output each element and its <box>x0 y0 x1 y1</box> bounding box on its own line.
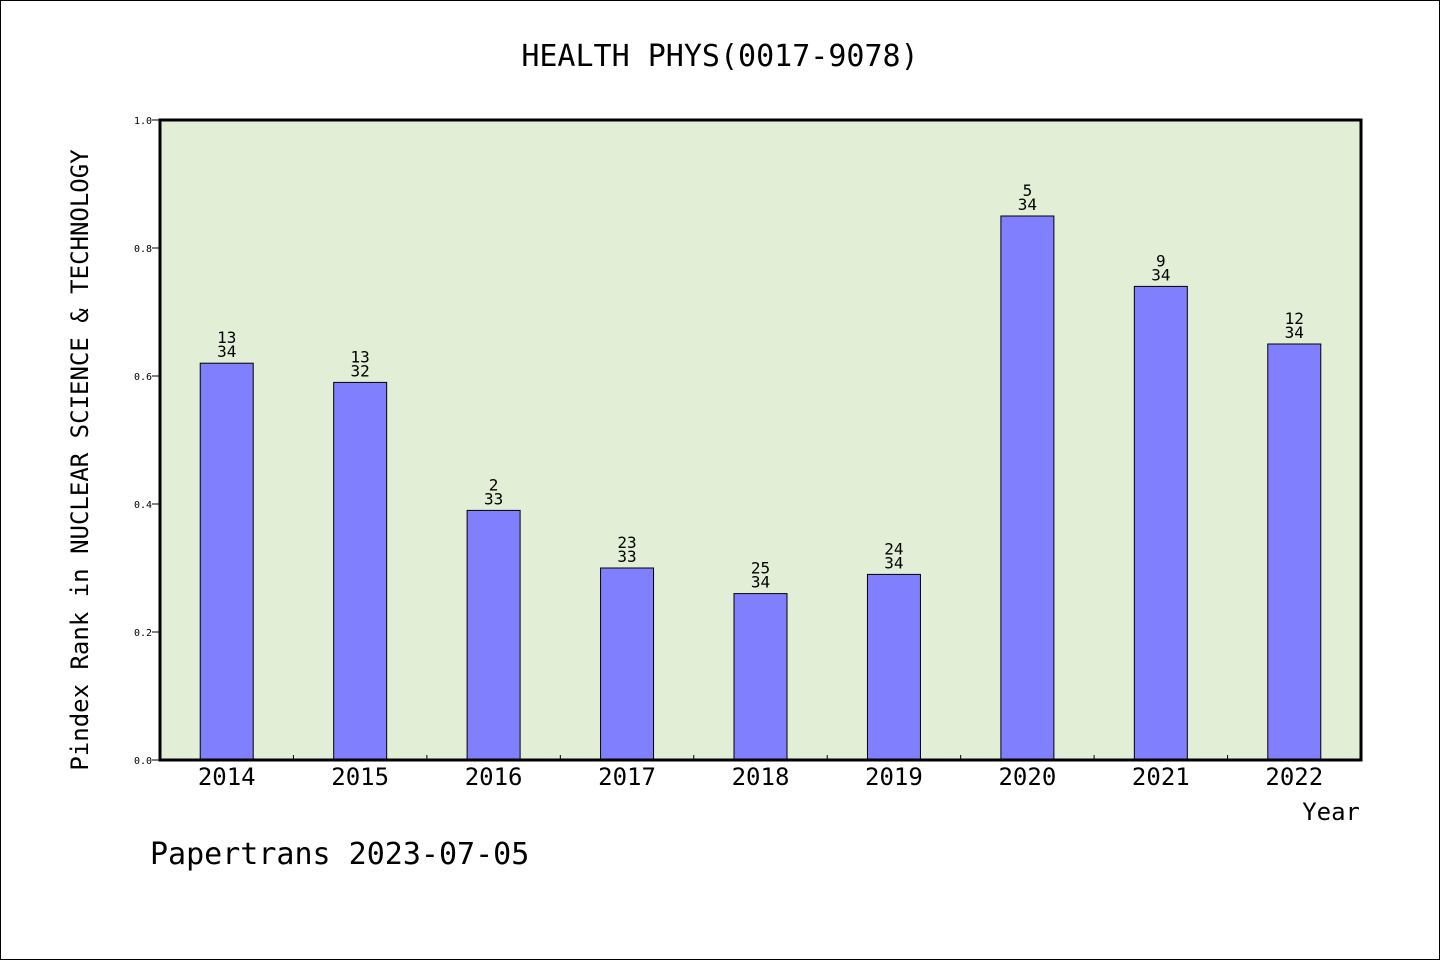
y-tick-label: 0.0 <box>134 756 152 767</box>
y-tick-label: 0.8 <box>134 244 152 255</box>
y-tick-label: 0.6 <box>134 372 152 383</box>
x-axis-label: Year <box>1302 798 1360 826</box>
rank-label-2019: 24 <box>884 539 903 558</box>
bar-2020 <box>1000 215 1055 761</box>
total-label-2016: 33 <box>484 489 503 508</box>
x-tick-label-2021: 2021 <box>1132 763 1190 791</box>
y-axis: 0.0 0.2 0.4 0.6 0.8 1.0 <box>134 116 160 767</box>
x-axis: 2014 2015 2016 2017 2018 2019 2020 2021 2022 <box>198 755 1323 791</box>
x-tick-label-2020: 2020 <box>998 763 1056 791</box>
plot-border <box>158 118 1363 762</box>
bars-layer <box>199 215 1322 761</box>
rank-label-2015: 13 <box>351 347 370 366</box>
x-tick-label-2017: 2017 <box>598 763 656 791</box>
total-label-2020: 34 <box>1018 195 1037 214</box>
chart-title: HEALTH PHYS(0017-9078) <box>521 39 918 74</box>
x-tick-label-2016: 2016 <box>465 763 523 791</box>
x-tick-label-2015: 2015 <box>331 763 389 791</box>
rank-label-2021: 9 <box>1156 251 1166 270</box>
rank-label-2022: 12 <box>1285 309 1304 328</box>
bar-2019 <box>866 573 921 761</box>
total-label-2022: 34 <box>1285 323 1304 342</box>
footer-credit: Papertrans 2023-07-05 <box>150 837 529 872</box>
x-tick-label-2022: 2022 <box>1265 763 1323 791</box>
bar-2018 <box>733 593 788 761</box>
bar-2014 <box>199 362 254 761</box>
y-tick-label: 0.2 <box>134 628 152 639</box>
bar-2022 <box>1267 343 1322 761</box>
rank-label-2018: 25 <box>751 559 770 578</box>
total-label-2017: 33 <box>617 547 636 566</box>
total-label-2018: 34 <box>751 573 770 592</box>
total-label-2014: 34 <box>217 342 236 361</box>
rank-label-2017: 23 <box>617 533 636 552</box>
bar-2021 <box>1133 285 1188 761</box>
rank-label-2016: 2 <box>489 475 499 494</box>
bar-2017 <box>600 567 655 761</box>
rank-label-2014: 13 <box>217 328 236 347</box>
rank-label-2020: 5 <box>1023 181 1033 200</box>
x-tick-label-2019: 2019 <box>865 763 923 791</box>
bar-2016 <box>466 509 521 761</box>
total-label-2015: 32 <box>351 361 370 380</box>
y-tick-label: 1.0 <box>134 116 152 127</box>
bar-2015 <box>333 381 388 761</box>
total-label-2019: 34 <box>884 553 903 572</box>
y-axis-label: Pindex Rank in NUCLEAR SCIENCE & TECHNOL… <box>66 149 94 771</box>
total-label-2021: 34 <box>1151 265 1170 284</box>
x-tick-label-2018: 2018 <box>732 763 790 791</box>
x-tick-label-2014: 2014 <box>198 763 256 791</box>
y-tick-label: 0.4 <box>134 500 152 511</box>
